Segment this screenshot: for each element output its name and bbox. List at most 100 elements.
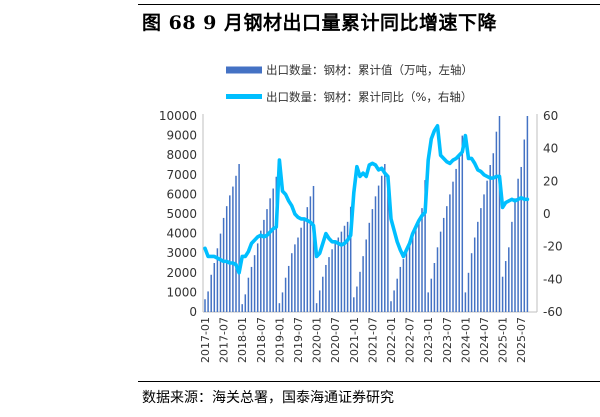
bar: [210, 274, 212, 312]
bar: [442, 217, 445, 312]
left-axis-tick-label: 4000: [166, 227, 197, 241]
left-axis-tick-label: 7000: [166, 168, 197, 182]
x-axis-tick-label: 2020-01: [311, 317, 324, 363]
bar: [511, 221, 513, 312]
bar: [408, 241, 411, 312]
x-axis-tick-label: 2018-07: [255, 317, 268, 363]
bar: [325, 264, 327, 312]
bar: [430, 278, 433, 312]
bar: [315, 303, 318, 312]
bar: [504, 261, 507, 312]
bar: [483, 194, 485, 312]
bar: [306, 207, 309, 312]
bar: [455, 168, 457, 312]
bar: [213, 263, 216, 312]
bar: [322, 276, 324, 312]
bar: [418, 220, 420, 312]
left-axis-tick-label: 5000: [166, 207, 197, 221]
bar: [480, 208, 482, 312]
left-axis-tick-label: 8000: [166, 148, 197, 162]
x-axis-tick-label: 2025-07: [515, 317, 528, 363]
x-axis-tick-label: 2018-01: [236, 317, 249, 363]
figure-title: 图 68 9 月钢材出口量累计同比增速下降: [142, 12, 498, 34]
x-axis-tick-label: 2021-07: [366, 317, 379, 363]
bar: [331, 249, 333, 312]
bar: [362, 256, 364, 312]
bar: [263, 219, 265, 312]
bar: [424, 180, 426, 312]
bar: [421, 208, 423, 312]
legend-swatch-line: [226, 94, 262, 99]
bar: [349, 206, 352, 312]
bar: [387, 180, 389, 312]
bar: [458, 156, 460, 312]
left-axis-tick-label: 6000: [166, 187, 197, 201]
bar: [402, 259, 405, 312]
right-axis-tick-label: -20: [543, 240, 563, 254]
source-top-rule: [138, 381, 600, 382]
tick-labels: 0 1000 2000 3000 4000 5000 6000 7000 8000 9000 100…: [159, 109, 563, 363]
right-axis-tick-label: 60: [543, 109, 558, 123]
bar: [256, 243, 259, 312]
bar: [523, 139, 526, 312]
bar-series: [204, 116, 529, 312]
bar: [495, 131, 498, 312]
bar: [473, 237, 476, 312]
bar: [390, 301, 392, 312]
x-axis-tick-label: 2022-07: [404, 317, 417, 363]
legend-label-line: 出口数量：钢材：累计同比（%，右轴）: [266, 90, 472, 104]
chart-legend: 出口数量：钢材：累计值（万吨，左轴） 出口数量：钢材：累计同比（%，右轴）: [226, 63, 473, 104]
line-series: [203, 124, 530, 275]
bar: [393, 290, 395, 312]
bar: [470, 253, 473, 312]
bar: [241, 304, 243, 312]
x-axis-tick-label: 2021-01: [348, 317, 361, 363]
bar: [377, 185, 380, 312]
x-axis-tick-label: 2022-01: [385, 317, 398, 363]
left-axis-tick-label: 0: [189, 305, 197, 319]
bar: [396, 278, 398, 312]
bar: [477, 221, 479, 312]
bar: [498, 116, 501, 312]
bar: [411, 235, 414, 312]
bar: [492, 153, 495, 312]
bar: [467, 272, 470, 312]
left-axis-tick-label: 2000: [166, 266, 197, 280]
bar: [368, 222, 371, 312]
x-axis-tick-label: 2024-07: [478, 317, 491, 363]
bar: [461, 135, 464, 312]
legend-label-bars: 出口数量：钢材：累计值（万吨，左轴）: [266, 63, 473, 77]
bar: [439, 231, 442, 312]
right-axis-tick-label: 20: [543, 174, 558, 188]
bar: [353, 297, 355, 312]
bar: [222, 217, 225, 312]
bar: [415, 228, 417, 312]
bar: [380, 175, 383, 312]
bar: [489, 165, 491, 312]
left-axis-tick-label: 1000: [166, 285, 197, 299]
bar: [284, 277, 287, 312]
x-axis-tick-label: 2024-01: [459, 317, 472, 363]
bar: [303, 217, 305, 312]
bar: [346, 221, 349, 312]
x-axis-tick-label: 2020-07: [329, 317, 342, 363]
left-axis-tick-label: 9000: [166, 129, 197, 143]
bar: [219, 233, 222, 312]
bar: [356, 286, 358, 312]
bar: [343, 225, 346, 312]
bar: [359, 271, 361, 312]
bar: [250, 266, 253, 312]
bar: [294, 244, 296, 312]
bar: [291, 253, 293, 312]
data-source: 数据来源：海关总署，国泰海通证券研究: [142, 390, 394, 406]
bar: [281, 292, 284, 312]
x-axis-tick-label: 2019-07: [292, 317, 305, 363]
bar: [452, 181, 454, 312]
bar: [340, 231, 343, 312]
x-axis-tick-label: 2017-01: [199, 317, 212, 363]
left-axis-tick-label: 3000: [166, 246, 197, 260]
bar: [266, 209, 268, 312]
title-top-rule: [138, 4, 600, 5]
bar: [328, 257, 330, 312]
